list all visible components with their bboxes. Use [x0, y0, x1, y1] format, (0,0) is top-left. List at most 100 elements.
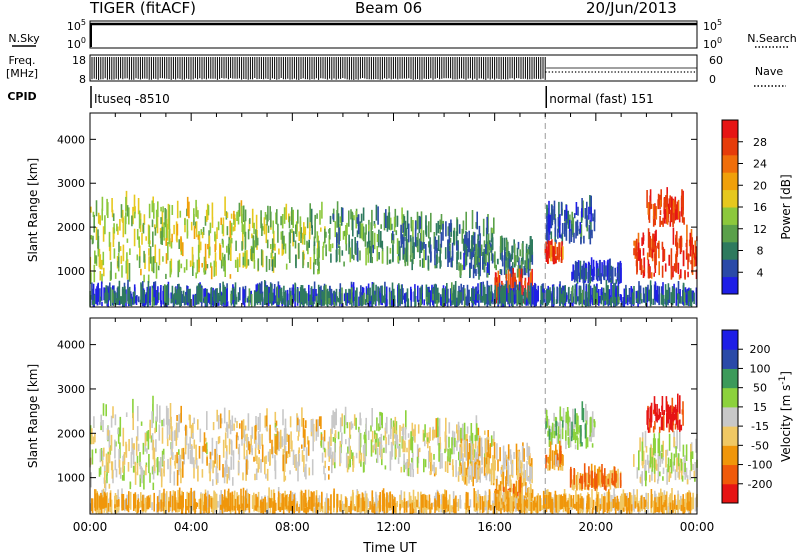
nsearch-tick-bottom: 100 — [703, 36, 722, 51]
colorbar-swatch — [722, 464, 738, 485]
cpid-segment-label: normal (fast) 151 — [549, 92, 653, 106]
colorbar-swatch — [722, 276, 738, 295]
velocity-colorbar: 200 100 50 15 -15 -50 -100 -200 Velocity [m s-1] — [721, 329, 793, 504]
data-cells — [647, 199, 680, 225]
colorbar-swatch — [722, 172, 738, 191]
colorbar-swatch — [722, 406, 738, 427]
data-cells — [329, 204, 407, 264]
colorbar-swatch — [722, 154, 738, 173]
nsearch-tick-top: 105 — [703, 18, 722, 33]
colorbar-swatch — [722, 241, 738, 260]
x-tick-label: 04:00 — [174, 520, 209, 534]
freq-tick-bottom: 8 — [79, 73, 86, 86]
freq-trace — [91, 57, 546, 80]
colorbar-tick-label: 20 — [753, 179, 767, 192]
nave-tick-bottom: 0 — [709, 73, 716, 86]
y-tick-label: 3000 — [57, 383, 85, 396]
nave-tick-top: 60 — [709, 54, 723, 67]
colorbar-swatch — [722, 445, 738, 466]
colorbar-swatch — [722, 189, 738, 208]
y-tick-label: 2000 — [57, 427, 85, 440]
data-cells — [89, 279, 695, 307]
colorbar-swatch — [722, 368, 738, 389]
nsky-tick-top: 105 — [67, 18, 86, 33]
y-tick-label: 4000 — [57, 133, 85, 146]
freq-tick-top: 18 — [72, 54, 86, 67]
data-cells — [241, 415, 330, 480]
beam-label: Beam 06 — [355, 0, 423, 17]
data-cells — [547, 200, 592, 241]
nave-label: Nave — [755, 65, 783, 78]
data-cells — [638, 432, 698, 487]
colorbar-tick-label: 16 — [753, 201, 767, 214]
nsky-label: N.Sky — [8, 32, 40, 45]
nsearch-label: N.Search — [747, 32, 797, 45]
x-tick-label: 00:00 — [73, 520, 108, 534]
colorbar-tick-label: 12 — [753, 223, 767, 236]
data-cells — [463, 253, 489, 273]
colorbar-tick-label: 15 — [753, 401, 767, 414]
x-tick-label: 16:00 — [477, 520, 512, 534]
colorbar-swatch — [722, 207, 738, 225]
data-cells — [407, 417, 493, 477]
x-tick-label: 00:00 — [680, 520, 715, 534]
data-cells — [545, 401, 587, 447]
y-axis-label: Slant Range [km] — [26, 158, 40, 262]
colorbar-swatch — [722, 224, 738, 243]
colorbar-label: Velocity [m s-1] — [778, 371, 793, 462]
cpid-label: CPID — [7, 90, 36, 103]
power-colorbar: 4 8 12 16 20 24 28 Power [dB] — [721, 119, 793, 295]
data-cells — [165, 405, 241, 486]
plot-title: TIGER (fitACF) — [90, 0, 197, 17]
colorbar-tick-label: 28 — [753, 136, 767, 149]
freq-label: Freq. — [8, 54, 35, 67]
data-cells — [569, 463, 622, 491]
colorbar-swatch — [722, 330, 738, 350]
colorbar-swatch — [722, 259, 738, 278]
data-cells — [165, 196, 243, 280]
colorbar-tick-label: 24 — [753, 158, 767, 171]
colorbar-tick-label: 50 — [753, 382, 767, 395]
data-cells — [91, 487, 692, 514]
colorbar-tick-label: 200 — [750, 343, 771, 356]
colorbar-tick-label: 8 — [757, 245, 764, 258]
data-cells — [330, 406, 407, 474]
x-tick-label: 12:00 — [376, 520, 411, 534]
data-cells — [165, 199, 240, 279]
colorbar-swatch — [722, 387, 738, 408]
date-label: 20/Jun/2013 — [586, 0, 677, 17]
colorbar-tick-label: -50 — [751, 439, 769, 452]
data-cells — [573, 258, 621, 284]
y-tick-label: 4000 — [57, 339, 85, 352]
time-axis-label: Time UT — [362, 541, 416, 554]
x-tick-label: 20:00 — [579, 520, 614, 534]
colorbar-swatch — [722, 137, 738, 156]
colorbar-tick-label: -100 — [748, 459, 773, 472]
colorbar-label: Power [dB] — [779, 174, 793, 239]
data-cells — [89, 406, 165, 489]
colorbar-swatch — [722, 349, 738, 369]
y-tick-label: 2000 — [57, 221, 85, 234]
y-axis-label: Slant Range [km] — [26, 364, 40, 468]
nsky-tick-bottom: 100 — [67, 36, 86, 51]
colorbar-tick-label: -15 — [751, 420, 769, 433]
data-cells — [554, 454, 559, 467]
x-tick-label: 08:00 — [275, 520, 310, 534]
cpid-segment-label: Ituseq -8510 — [94, 92, 170, 106]
data-cells — [332, 201, 407, 267]
data-cells — [332, 206, 407, 261]
data-cells — [633, 228, 698, 280]
data-cells — [329, 207, 404, 266]
colorbar-swatch — [722, 483, 738, 504]
panel-frame — [89, 112, 698, 308]
velocity-panel: 1000 2000 3000 4000 00:00 04:00 08:00 12:00 16:0… — [26, 317, 715, 534]
power-panel: 1000 2000 3000 4000 Slant Range [km] — [26, 112, 698, 308]
colorbar-tick-label: 100 — [750, 362, 771, 375]
y-tick-label: 1000 — [57, 265, 85, 278]
data-cells — [241, 203, 331, 275]
colorbar-tick-label: 4 — [757, 266, 764, 279]
data-cells — [646, 393, 683, 433]
parameter-strips: 105 100 105 100 N.Sky N.Search 18 8 60 0 Freq.[MHz… — [6, 18, 797, 108]
colorbar-tick-label: -200 — [748, 478, 773, 491]
